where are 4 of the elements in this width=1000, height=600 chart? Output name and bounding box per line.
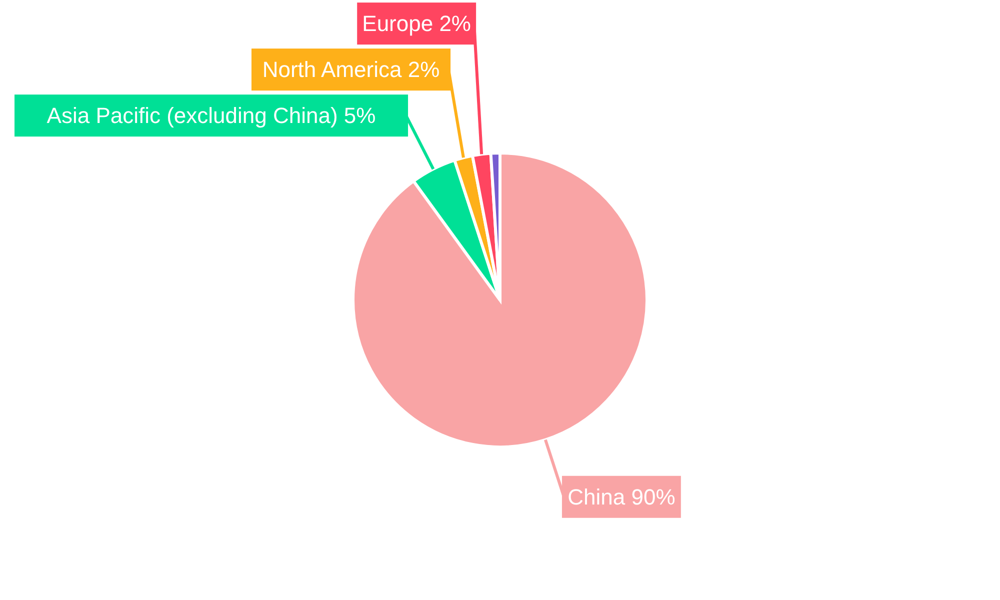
slice-label: China 90% [568, 484, 676, 510]
slice-label: Asia Pacific (excluding China) 5% [46, 103, 376, 128]
slice-label: North America 2% [262, 57, 440, 82]
slice-label: Europe 2% [362, 11, 472, 36]
